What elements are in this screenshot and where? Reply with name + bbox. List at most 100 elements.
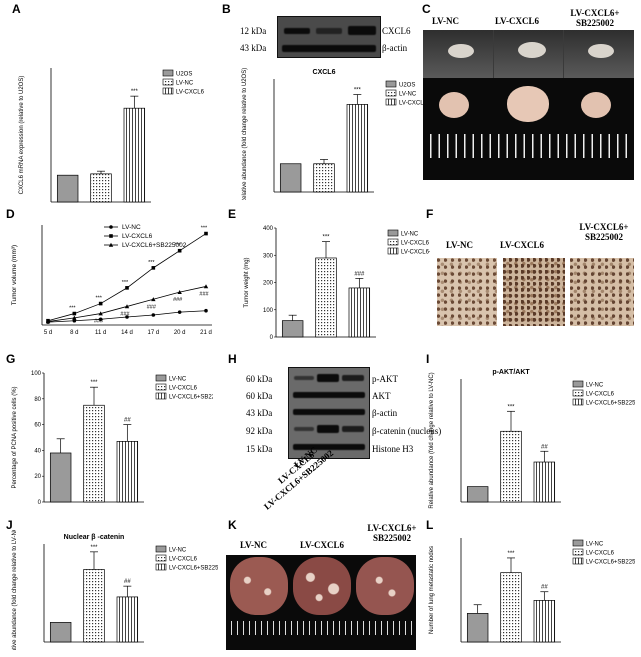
legend-label: LV-CXCL6+SB225002 — [169, 566, 218, 572]
x-tick-label: 5 d — [44, 330, 52, 336]
y-tick-label: 20 — [34, 474, 41, 480]
c-group-2: LV-CXCL6 — [495, 16, 540, 26]
legend-label: LV-NC — [169, 377, 187, 383]
y-axis-label: Relative abundance (fold change relative… — [242, 68, 248, 200]
y-tick-label: 0 — [38, 500, 42, 506]
data-point — [151, 297, 156, 302]
y-axis-label: Percentage of PCNA positive cells (%) — [12, 386, 18, 488]
data-point — [124, 304, 130, 309]
panel-label-l: L — [426, 518, 434, 532]
legend-swatch — [387, 229, 399, 237]
bar — [533, 461, 556, 503]
legend-label: U2OS — [399, 83, 415, 89]
chart-d: Tumor volume (mm³) 5 d 8 d 11 d 14 d 17 d 20 d… — [11, 224, 212, 336]
data-point — [204, 231, 208, 236]
legend-swatch — [162, 87, 174, 95]
h-marker-3: 43 kDa — [246, 408, 273, 418]
panel-label-a: A — [12, 2, 21, 16]
legend-swatch — [385, 98, 397, 106]
significance-label: ### — [199, 291, 209, 297]
legend-label: LV-NC — [176, 81, 194, 87]
y-tick-label: 100 — [263, 308, 274, 314]
panel-label-j: J — [6, 518, 13, 532]
significance-label: *** — [131, 89, 139, 95]
bar — [533, 600, 556, 643]
bar — [90, 173, 112, 203]
legend-swatch — [155, 383, 167, 391]
data-point — [98, 311, 103, 316]
legend-label: LV-NC — [401, 232, 419, 238]
c-tumor-photo — [423, 78, 634, 180]
bar — [123, 107, 146, 203]
legend-swatch — [572, 389, 584, 397]
legend-label: LV-CXCL6+SB225002 — [401, 250, 430, 256]
blot-b-marker-2: 43 kDa — [240, 43, 267, 53]
chart-b: CXCL6 Relative abundance (fold change rel… — [242, 68, 423, 200]
bar — [83, 404, 105, 503]
significance-label: ## — [124, 418, 131, 424]
chart-a: CXCL6 mRNA expression (relative to U2OS)… — [19, 68, 205, 203]
legend-swatch — [155, 563, 167, 571]
bar — [346, 104, 369, 193]
significance-label: *** — [69, 306, 76, 312]
x-tick-label: 14 d — [121, 330, 133, 336]
data-point — [151, 313, 156, 317]
y-axis-label: Relative abundance (fold change relative… — [12, 530, 18, 650]
chart-title: Nuclear β -catenin — [64, 534, 125, 541]
bar — [281, 320, 304, 338]
y-axis-label: Number of lung metastatic nodes — [429, 546, 435, 634]
significance-label: ### — [147, 304, 157, 310]
f-group-3: LV-CXCL6+ SB225002 — [579, 222, 629, 242]
significance-label: ### — [173, 297, 183, 303]
x-tick-label: 17 d — [147, 330, 159, 336]
h-band-3: β-actin — [372, 408, 398, 418]
panel-label-g: G — [6, 352, 16, 366]
significance-label: *** — [322, 235, 330, 241]
panel-label-k: K — [228, 518, 237, 532]
legend-label: LV-NC — [122, 224, 141, 231]
chart-i: p-AKT/AKT Relative abundance (fold change… — [429, 369, 635, 509]
panel-label-e: E — [228, 207, 237, 221]
data-point — [72, 318, 77, 323]
legend-swatch — [385, 89, 397, 97]
legend-label: LV-CXCL6 — [399, 101, 423, 107]
legend-swatch — [572, 548, 584, 556]
legend-swatch — [387, 238, 399, 246]
data-point — [72, 311, 77, 316]
y-tick-label: 40 — [34, 448, 41, 454]
significance-label: *** — [201, 226, 208, 232]
bar — [279, 163, 302, 193]
legend-label: LV-CXCL6 — [176, 90, 205, 96]
significance-label: *** — [90, 380, 98, 386]
y-tick-label: 400 — [263, 226, 274, 232]
legend-label: LV-CXCL6 — [169, 386, 198, 392]
legend-label: U2OS — [176, 72, 192, 78]
f-ihc-1 — [437, 258, 497, 326]
legend-label: LV-CXCL6 — [586, 551, 615, 557]
x-tick-label: 20 d — [174, 330, 186, 336]
data-point — [203, 284, 209, 289]
blot-b-band-2: β-actin — [382, 43, 408, 53]
c-group-1: LV-NC — [432, 16, 460, 26]
panel-label-i: I — [426, 352, 430, 366]
k-group-1: LV-NC — [240, 540, 268, 550]
h-marker-5: 15 kDa — [246, 444, 273, 454]
bar — [116, 441, 139, 503]
x-tick-label: 21 d — [200, 330, 212, 336]
x-tick-label: 11 d — [95, 330, 106, 336]
chart-e: Tumor weight (mg) 0 100 200 300 400 *** ### LV-N… — [244, 226, 430, 341]
legend-swatch — [572, 398, 584, 406]
legend-marker — [108, 242, 114, 247]
legend-label: LV-CXCL6 — [169, 557, 198, 563]
significance-label: *** — [148, 260, 155, 266]
data-point — [98, 317, 103, 322]
legend-swatch — [155, 554, 167, 562]
legend-label: LV-CXCL6 — [401, 241, 430, 247]
y-tick-label: 80 — [34, 397, 41, 403]
legend-swatch — [162, 69, 174, 77]
x-tick-label: 8 d — [70, 330, 78, 336]
data-point — [125, 315, 129, 319]
legend-label: LV-CXCL6+SB225002 — [122, 242, 187, 249]
chart-l: Number of lung metastatic nodes *** ## LV-N… — [429, 538, 635, 643]
significance-label: ## — [541, 444, 548, 450]
